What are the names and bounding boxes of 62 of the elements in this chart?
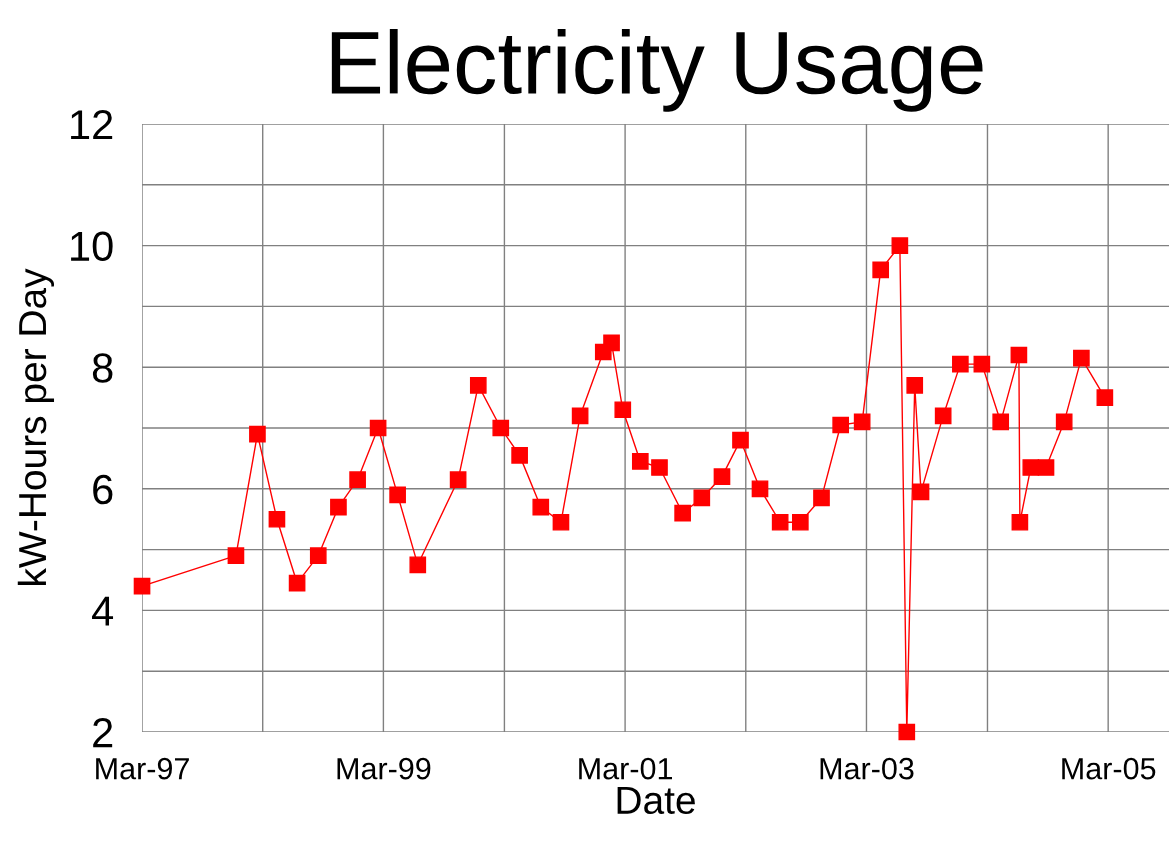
- point: [853, 413, 871, 431]
- point: [1037, 459, 1055, 476]
- y-tick-label: 2: [93, 718, 113, 748]
- point: [349, 471, 366, 489]
- point: [389, 486, 406, 504]
- point: [898, 723, 916, 741]
- x-tick-label: Mar-05: [1062, 757, 1156, 780]
- point: [469, 377, 487, 394]
- point: [614, 401, 632, 419]
- point: [1011, 513, 1029, 531]
- point: [792, 513, 809, 531]
- point: [133, 577, 151, 595]
- point: [1022, 459, 1040, 476]
- point: [552, 513, 570, 531]
- point: [571, 407, 589, 425]
- point: [751, 480, 769, 498]
- point: [1073, 349, 1090, 367]
- point: [992, 413, 1010, 431]
- point: [952, 355, 969, 373]
- point: [369, 419, 387, 437]
- point: [906, 377, 924, 394]
- point: [268, 510, 286, 528]
- point: [309, 547, 327, 565]
- point: [1055, 413, 1073, 431]
- point: [409, 556, 427, 574]
- point: [492, 419, 510, 437]
- y-tick-label: 4: [92, 596, 114, 626]
- point: [934, 407, 952, 425]
- point: [249, 425, 266, 443]
- point: [732, 431, 749, 449]
- point: [532, 498, 550, 516]
- point: [631, 453, 649, 470]
- y-axis-title: kW-Hours per Day: [17, 268, 55, 585]
- point: [1010, 346, 1028, 364]
- point: [912, 483, 930, 501]
- y-tick-label: 12: [71, 109, 113, 140]
- point: [891, 237, 909, 254]
- point: [449, 471, 467, 489]
- chart-title: Electricity Usage: [331, 28, 983, 112]
- point: [674, 504, 691, 522]
- y-tick-label: 10: [71, 231, 113, 262]
- point: [651, 459, 668, 476]
- point: [288, 574, 306, 592]
- point: [330, 498, 347, 516]
- x-tick-label: Mar-01: [579, 757, 672, 780]
- point: [603, 334, 620, 352]
- point: [511, 447, 528, 464]
- y-tick-label: 6: [93, 474, 113, 505]
- x-axis-title: Date: [617, 786, 695, 815]
- point: [713, 468, 731, 485]
- point: [832, 416, 850, 434]
- x-tick-label: Mar-03: [820, 757, 914, 780]
- point: [693, 489, 711, 507]
- point: [872, 261, 890, 279]
- point: [771, 513, 789, 531]
- point: [813, 489, 830, 507]
- x-tick-label: Mar-97: [96, 757, 189, 780]
- point: [1096, 389, 1114, 406]
- x-tick-label: Mar-99: [337, 757, 431, 780]
- point: [973, 355, 991, 373]
- point: [227, 547, 245, 565]
- y-tick-label: 8: [92, 353, 113, 383]
